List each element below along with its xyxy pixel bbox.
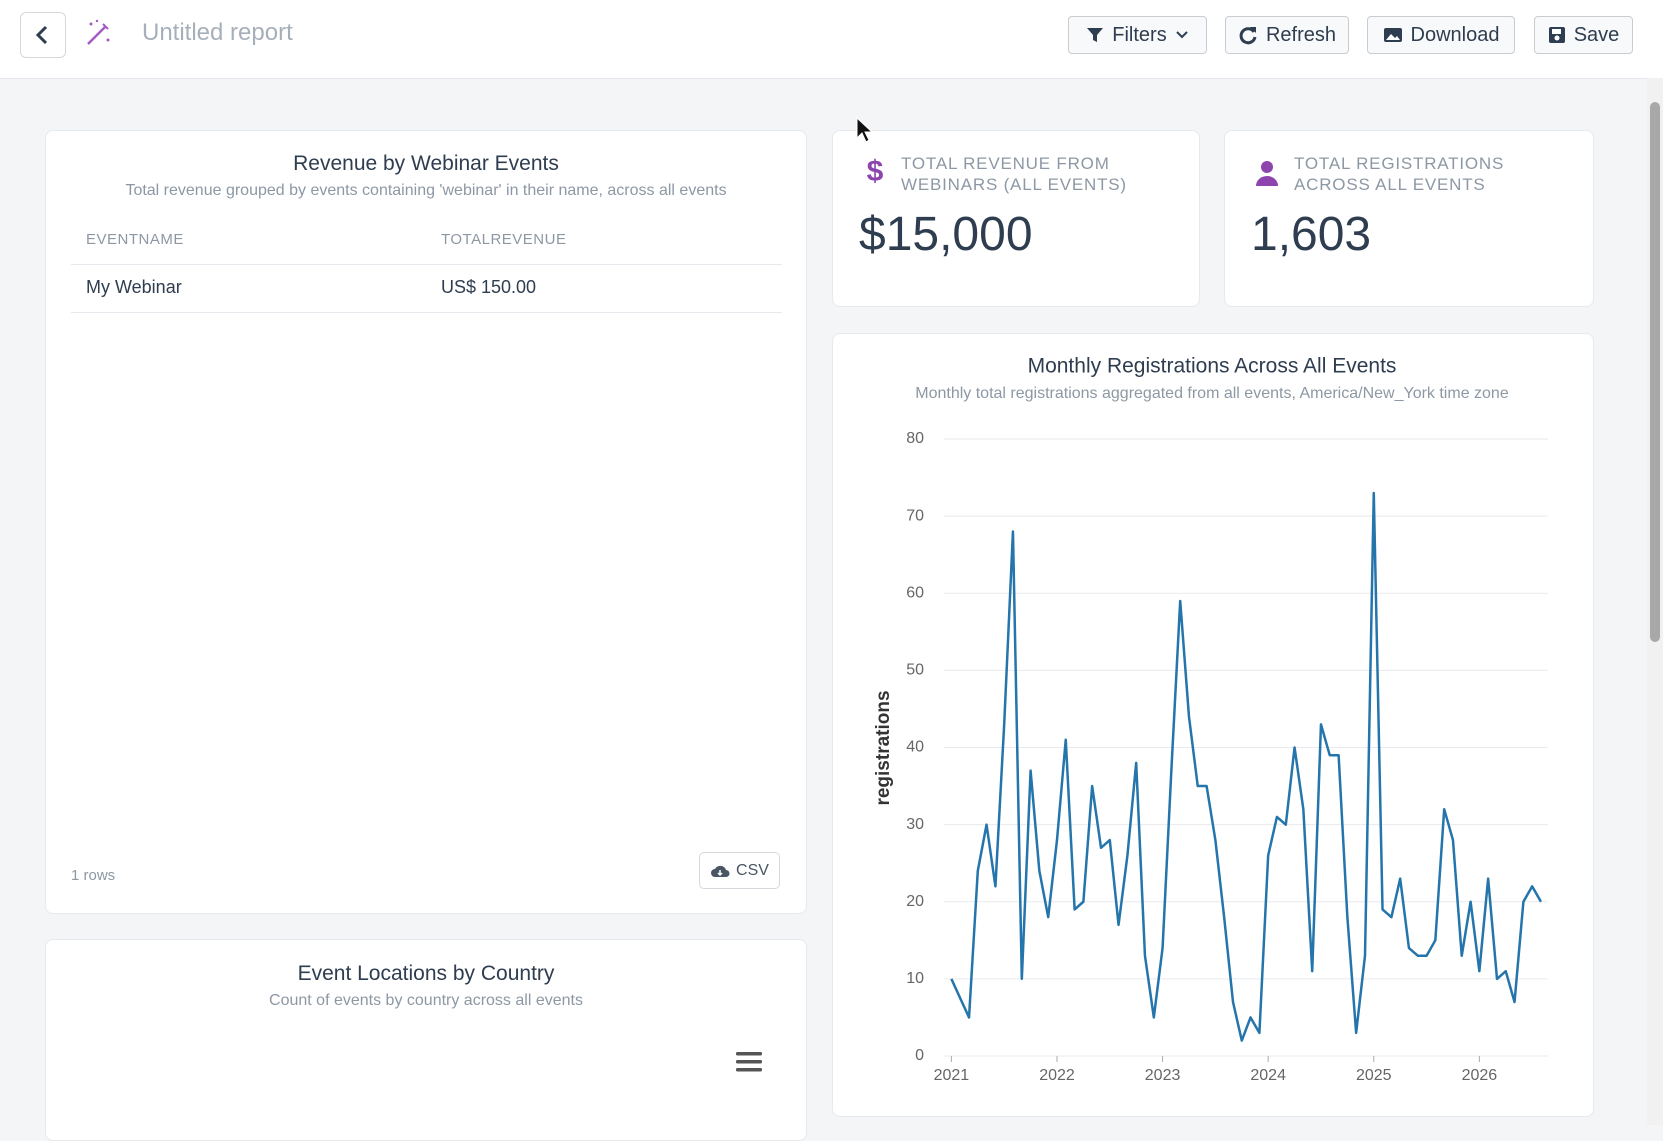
y-tick-label: 50 — [906, 662, 924, 679]
chevron — [1176, 31, 1188, 39]
y-tick-label: 20 — [906, 893, 924, 910]
kpi-card: TOTAL REGISTRATIONS ACROSS ALL EVENTS 1,… — [1224, 130, 1594, 307]
dollar-icon: $ — [867, 157, 884, 188]
report-title: Untitled report — [142, 19, 293, 46]
refresh-icon — [1239, 27, 1257, 45]
header: Untitled report Filters Refresh Download… — [0, 0, 1663, 79]
y-tick-label: 80 — [906, 430, 924, 447]
card-title: Event Locations by Country — [297, 962, 555, 985]
refresh-button[interactable]: Refresh — [1225, 16, 1349, 54]
chart-subtitle: Monthly total registrations aggregated f… — [915, 385, 1509, 402]
x-tick-label: 2026 — [1462, 1067, 1498, 1084]
column-header: EVENTNAME — [86, 231, 184, 248]
x-tick-label: 2021 — [934, 1067, 970, 1084]
card-subtitle: Count of events by country across all ev… — [269, 992, 583, 1009]
button-label: Filters — [1112, 23, 1167, 46]
card-subtitle: Total revenue grouped by events containi… — [125, 182, 727, 199]
data-line — [950, 491, 1543, 1042]
button-label: CSV — [736, 861, 769, 879]
kpi-label: TOTAL REGISTRATIONS ACROSS ALL EVENTS — [1294, 154, 1505, 194]
download-button[interactable]: Download — [1367, 16, 1515, 54]
back-icon — [35, 25, 48, 45]
row-count: 1 rows — [71, 867, 116, 884]
y-tick-label: 60 — [906, 584, 924, 601]
x-tick-label: 2022 — [1039, 1067, 1075, 1084]
x-tick-label: 2024 — [1250, 1067, 1286, 1084]
chart-card — [832, 333, 1594, 1117]
svg-text:$: $ — [867, 157, 884, 188]
y-axis-label: registrations — [873, 690, 894, 805]
table-cell: US$ 150.00 — [441, 277, 537, 297]
chart-title: Monthly Registrations Across All Events — [1028, 355, 1397, 378]
button-label: Refresh — [1265, 23, 1337, 46]
menu-icon[interactable] — [735, 1050, 763, 1074]
table-cell: My Webinar — [86, 277, 182, 297]
kpi-label: TOTAL REVENUE FROM WEBINARS (ALL EVENTS) — [901, 154, 1127, 194]
scrollbar[interactable] — [1647, 78, 1663, 1125]
button-label: Save — [1573, 23, 1620, 46]
y-tick-label: 70 — [906, 507, 924, 524]
image-icon — [1383, 28, 1402, 42]
button-label: Download — [1410, 23, 1500, 46]
divider — [71, 264, 782, 265]
back-button[interactable] — [20, 12, 66, 58]
column-header: TOTALREVENUE — [441, 231, 567, 248]
kpi-value: $15,000 — [859, 208, 1033, 261]
cloud-icon — [711, 865, 730, 877]
filters-button[interactable]: Filters — [1068, 16, 1207, 54]
csv-button[interactable]: CSV — [699, 852, 780, 889]
save-icon — [1548, 27, 1565, 43]
user-icon — [1256, 161, 1278, 186]
y-tick-label: 0 — [915, 1047, 924, 1064]
divider — [71, 312, 782, 313]
filter-icon — [1087, 28, 1104, 42]
scrollbar-thumb[interactable] — [1650, 102, 1660, 642]
card-title: Revenue by Webinar Events — [293, 152, 559, 175]
table-card: Revenue by Webinar Events Total revenue … — [45, 130, 807, 914]
x-tick-label: 2025 — [1356, 1067, 1392, 1084]
kpi-value: 1,603 — [1251, 208, 1372, 261]
save-button[interactable]: Save — [1534, 16, 1633, 54]
wand-icon — [87, 19, 110, 45]
cursor — [856, 116, 874, 143]
y-tick-label: 30 — [906, 816, 924, 833]
y-tick-label: 10 — [906, 970, 924, 987]
y-tick-label: 40 — [906, 739, 924, 756]
x-tick-label: 2023 — [1145, 1067, 1181, 1084]
kpi-card: $ TOTAL REVENUE FROM WEBINARS (ALL EVENT… — [832, 130, 1200, 307]
map-card: Event Locations by Country Count of even… — [45, 939, 807, 1141]
